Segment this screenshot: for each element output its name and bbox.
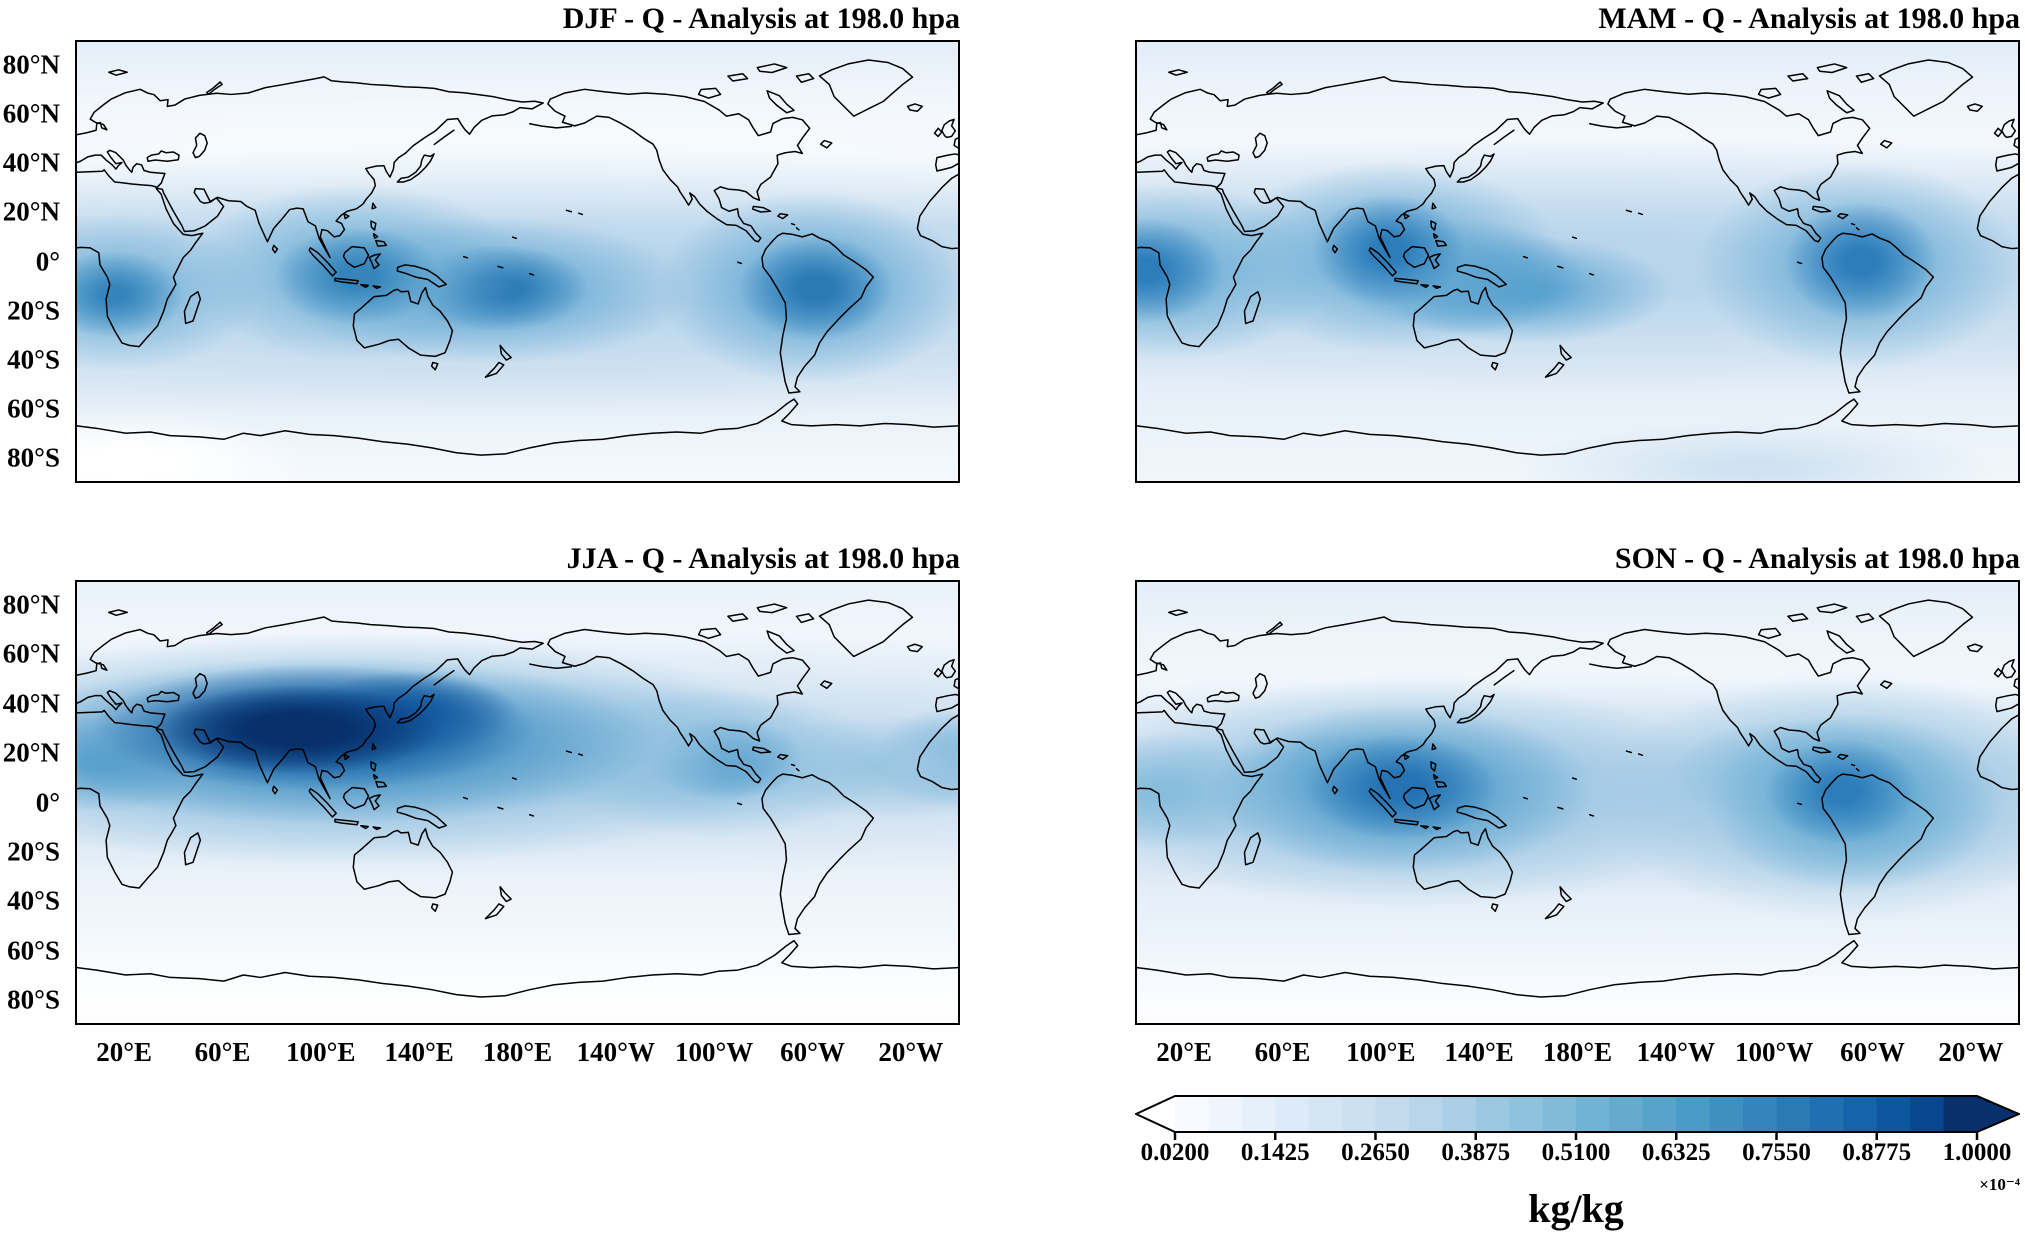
lon-tick-label: 140°W <box>576 1037 655 1067</box>
colorbar-unit-label: kg/kg <box>1528 1186 1624 1231</box>
lon-tick-label: 140°W <box>1636 1037 1715 1067</box>
lat-tick-label: 60°N <box>2 638 60 669</box>
lon-tick-label: 140°E <box>1444 1037 1514 1067</box>
lon-tick-label: 60°W <box>1840 1037 1905 1067</box>
panel-son: SON - Q - Analysis at 198.0 hpa 20°E 60°E… <box>1135 542 2020 1067</box>
world-coastlines-map <box>1137 598 2018 999</box>
lat-tick-label: 20°N <box>2 196 60 227</box>
map-plot-jja <box>75 580 960 1025</box>
lon-tick-label: 100°E <box>286 1037 356 1067</box>
lat-tick-label: 0° <box>35 787 60 817</box>
lat-tick-label: 40°N <box>2 147 60 178</box>
lat-tick-label: 60°S <box>7 935 60 966</box>
lat-tick-label: 60°S <box>7 393 60 424</box>
lon-tick-label: 60°E <box>194 1037 251 1067</box>
map-plot-mam <box>1135 40 2020 483</box>
lon-tick-label: 20°W <box>878 1037 944 1067</box>
panel-mam: MAM - Q - Analysis at 198.0 hpa <box>1135 2 2020 483</box>
lat-tick-label: 80°S <box>7 984 60 1015</box>
lon-tick-label: 100°W <box>1735 1037 1814 1067</box>
panel-title-jja: JJA - Q - Analysis at 198.0 hpa <box>566 542 960 575</box>
panel-title-mam: MAM - Q - Analysis at 198.0 hpa <box>1598 2 2020 35</box>
lat-tick-label: 20°S <box>7 836 60 867</box>
lon-tick-label: 60°W <box>780 1037 845 1067</box>
colorbar-tick-label: 0.1425 <box>1240 1139 1310 1166</box>
lon-tick-label: 20°E <box>96 1037 153 1067</box>
colorbar-tick-label: 0.5100 <box>1541 1139 1611 1166</box>
colorbar-tick-label: 0.0200 <box>1140 1139 1210 1166</box>
colorbar-tick-label: 0.2650 <box>1341 1139 1410 1166</box>
panel-title-son: SON - Q - Analysis at 198.0 hpa <box>1614 542 2020 575</box>
lon-tick-label: 20°W <box>1938 1037 2004 1067</box>
lon-tick-label: 100°W <box>675 1037 754 1067</box>
lat-tick-label: 40°S <box>7 344 60 375</box>
map-plot-son <box>1135 580 2020 1025</box>
lon-tick-label: 180°E <box>1542 1037 1613 1067</box>
lat-tick-label: 80°S <box>7 442 60 473</box>
world-coastlines-map <box>77 598 958 999</box>
lon-tick-label: 60°E <box>1254 1037 1311 1067</box>
colorbar-tick-label: 1.0000 <box>1942 1139 2012 1166</box>
lon-tick-label: 140°E <box>384 1037 454 1067</box>
colorbar-tick-label: 0.8775 <box>1842 1139 1912 1166</box>
lat-tick-label: 20°S <box>7 295 60 326</box>
lat-tick-label: 40°N <box>2 688 60 719</box>
lat-tick-label: 80°N <box>2 49 60 80</box>
lat-tick-label: 20°N <box>2 737 60 768</box>
lat-tick-label: 80°N <box>2 589 60 620</box>
lat-tick-label: 0° <box>35 246 60 276</box>
colorbar-tick-label: 0.7550 <box>1742 1139 1811 1166</box>
lat-tick-label: 60°N <box>2 98 60 129</box>
colorbar: 0.0200 0.1425 0.2650 0.3875 0.5100 0.6325 0.75… <box>1135 1093 2020 1233</box>
colorbar-exponent: ×10⁻⁴ <box>1979 1175 2020 1194</box>
lon-tick-label: 20°E <box>1156 1037 1213 1067</box>
panel-djf: DJF - Q - Analysis at 198.0 hpa 80°N 60°N… <box>3 2 960 483</box>
map-plot-djf <box>75 40 960 483</box>
colorbar-tick-label: 0.3875 <box>1441 1139 1511 1166</box>
world-coastlines-map <box>77 58 958 457</box>
panel-jja: JJA - Q - Analysis at 198.0 hpa 80°N 60°N… <box>3 542 960 1067</box>
colorbar-gradient-bar <box>1135 1095 2020 1140</box>
world-coastlines-map <box>1137 58 2018 457</box>
colorbar-tick-label: 0.6325 <box>1641 1139 1711 1166</box>
lat-tick-label: 40°S <box>7 885 60 916</box>
lon-tick-label: 100°E <box>1346 1037 1416 1067</box>
lon-tick-label: 180°E <box>482 1037 553 1067</box>
panel-title-djf: DJF - Q - Analysis at 198.0 hpa <box>562 2 960 35</box>
